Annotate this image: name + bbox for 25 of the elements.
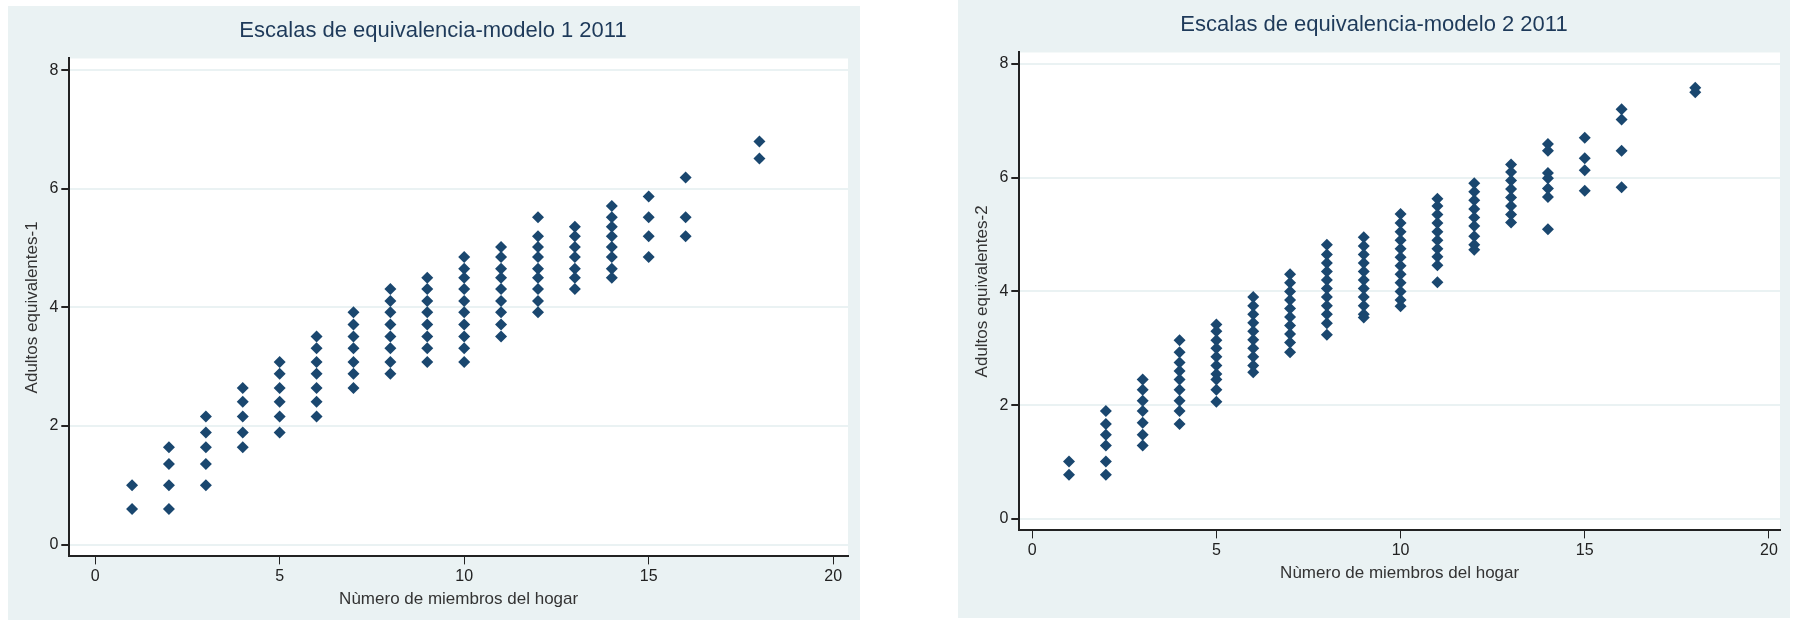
x-tick-label: 0: [90, 567, 100, 585]
y-tick-label: 4: [999, 281, 1009, 299]
y-tick-label: 8: [49, 60, 59, 78]
x-tick-label: 5: [1211, 541, 1221, 559]
x-tick-label: 20: [824, 567, 843, 585]
chart-title: Escalas de equivalencia-modelo 2 2011: [1180, 11, 1568, 37]
x-tick-label: 10: [1391, 541, 1410, 559]
y-tick-label: 6: [999, 168, 1009, 185]
x-tick-label: 15: [1575, 541, 1594, 559]
y-tick-label: 4: [49, 297, 59, 315]
x-tick-label: 0: [1027, 541, 1037, 559]
x-tick-label: 10: [455, 567, 474, 585]
y-tick-label: 2: [49, 416, 59, 434]
x-axis-title: Nùmero de miembros del hogar: [339, 589, 579, 609]
x-tick-label: 20: [1760, 541, 1778, 559]
y-axis-title: Adultos equivalentes-1: [21, 221, 41, 394]
x-tick-label: 5: [275, 567, 285, 585]
chart-title: Escalas de equivalencia-modelo 1 2011: [239, 17, 627, 43]
y-tick-label: 6: [49, 179, 59, 197]
y-tick-label: 2: [999, 395, 1009, 413]
y-tick-label: 8: [999, 54, 1009, 72]
y-tick-label: 0: [999, 509, 1009, 527]
x-axis-title: Nùmero de miembros del hogar: [1280, 563, 1520, 583]
y-axis-title: Adultos equivalentes-2: [971, 205, 991, 378]
x-tick-label: 15: [639, 567, 658, 585]
